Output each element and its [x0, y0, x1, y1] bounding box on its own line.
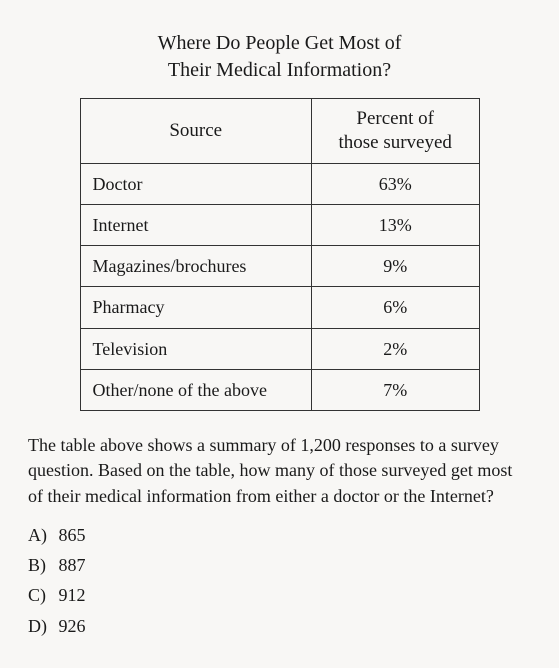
choice-letter: A) [28, 523, 54, 547]
choice-d[interactable]: D) 926 [28, 614, 531, 638]
choice-letter: C) [28, 583, 54, 607]
table-row: Television 2% [80, 328, 479, 369]
choice-value: 926 [59, 616, 86, 636]
choice-b[interactable]: B) 887 [28, 553, 531, 577]
cell-source: Internet [80, 204, 311, 245]
choice-c[interactable]: C) 912 [28, 583, 531, 607]
table-row: Internet 13% [80, 204, 479, 245]
choice-value: 887 [59, 555, 86, 575]
choice-a[interactable]: A) 865 [28, 523, 531, 547]
col-header-percent: Percent ofthose surveyed [311, 99, 479, 164]
choice-value: 865 [59, 525, 86, 545]
cell-source: Other/none of the above [80, 369, 311, 410]
title-line-2: Their Medical Information? [168, 59, 391, 81]
table-header-row: Source Percent ofthose surveyed [80, 99, 479, 164]
choice-value: 912 [59, 585, 86, 605]
table-row: Other/none of the above 7% [80, 369, 479, 410]
table-row: Doctor 63% [80, 163, 479, 204]
table-title: Where Do People Get Most of Their Medica… [100, 30, 460, 84]
answer-choices: A) 865 B) 887 C) 912 D) 926 [28, 523, 531, 638]
cell-source: Television [80, 328, 311, 369]
data-table: Source Percent ofthose surveyed Doctor 6… [80, 98, 480, 411]
cell-source: Doctor [80, 163, 311, 204]
choice-letter: D) [28, 614, 54, 638]
cell-source: Pharmacy [80, 287, 311, 328]
cell-source: Magazines/brochures [80, 246, 311, 287]
col-header-source: Source [80, 99, 311, 164]
table-row: Magazines/brochures 9% [80, 246, 479, 287]
cell-percent: 63% [311, 163, 479, 204]
cell-percent: 2% [311, 328, 479, 369]
choice-letter: B) [28, 553, 54, 577]
cell-percent: 7% [311, 369, 479, 410]
table-row: Pharmacy 6% [80, 287, 479, 328]
cell-percent: 6% [311, 287, 479, 328]
cell-percent: 9% [311, 246, 479, 287]
question-text: The table above shows a summary of 1,200… [28, 433, 531, 509]
cell-percent: 13% [311, 204, 479, 245]
title-line-1: Where Do People Get Most of [158, 32, 402, 54]
